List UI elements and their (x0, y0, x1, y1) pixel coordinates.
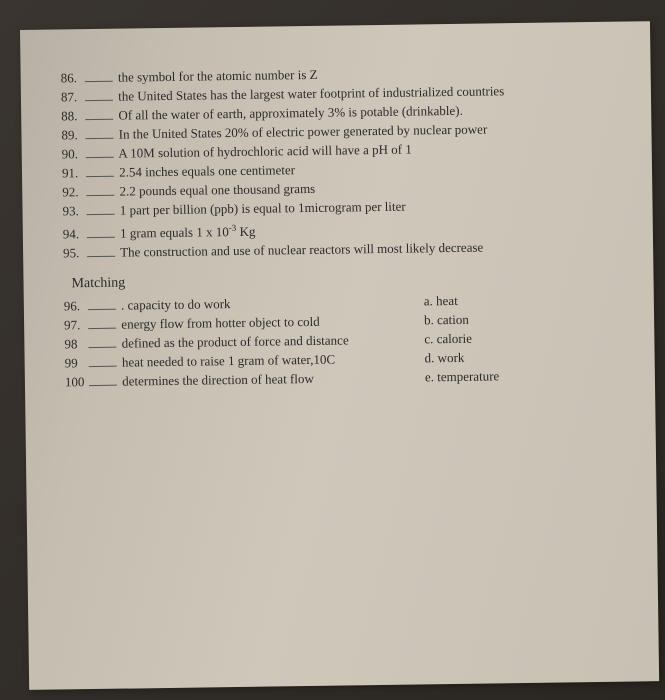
answer-blank[interactable] (85, 126, 113, 139)
item-number: 87. (61, 88, 83, 106)
option-text: calorie (437, 331, 473, 346)
option-letter: e. (425, 370, 434, 385)
answer-blank[interactable] (88, 335, 116, 348)
item-number: 88. (61, 107, 83, 125)
option-letter: c. (424, 332, 433, 347)
item-text: . capacity to do work (121, 296, 231, 313)
option-letter: a. (424, 294, 433, 309)
item-number: 89. (61, 126, 83, 144)
answer-blank[interactable] (85, 69, 113, 82)
item-number: 91. (62, 164, 84, 182)
answer-blank[interactable] (86, 164, 114, 177)
item-number: 100 (65, 372, 87, 391)
answer-blank[interactable] (87, 225, 115, 238)
answer-blank[interactable] (86, 202, 114, 215)
item-text: The construction and use of nuclear reac… (120, 240, 483, 260)
item-number: 94. (63, 225, 85, 243)
option-letter: d. (425, 351, 435, 366)
option-text: temperature (437, 369, 499, 385)
worksheet-paper: 86. the symbol for the atomic number is … (20, 21, 659, 690)
answer-blank[interactable] (89, 373, 117, 386)
item-number: 98 (64, 334, 86, 353)
option-text: heat (436, 293, 458, 308)
answer-blank[interactable] (88, 316, 116, 329)
answer-blank[interactable] (87, 244, 115, 257)
item-text: 1 gram equals 1 x 10-3 Kg (120, 224, 256, 241)
item-text: A 10M solution of hydrochloric acid will… (118, 142, 412, 161)
item-text: the United States has the largest water … (118, 83, 504, 103)
option-letter: b. (424, 313, 434, 328)
item-text: 2.2 pounds equal one thousand grams (119, 181, 315, 199)
item-text: Of all the water of earth, approximately… (118, 103, 463, 123)
item-number: 93. (62, 202, 84, 220)
item-number: 86. (61, 69, 83, 87)
item-text: 2.54 inches equals one centimeter (119, 162, 295, 179)
answer-blank[interactable] (85, 107, 113, 120)
item-number: 99 (65, 353, 87, 372)
answer-blank[interactable] (86, 183, 114, 196)
item-text: the symbol for the atomic number is Z (118, 67, 318, 85)
item-text: energy flow from hotter object to cold (121, 314, 320, 332)
item-text: 1 part per billion (ppb) is equal to 1mi… (120, 199, 406, 218)
option-text: work (438, 350, 465, 365)
match-right: e. temperature (425, 365, 645, 387)
item-number: 96. (64, 296, 86, 315)
answer-blank[interactable] (88, 297, 116, 310)
item-text: defined as the product of force and dist… (122, 333, 349, 351)
item-text: determines the direction of heat flow (122, 371, 314, 389)
item-number: 95. (63, 244, 85, 262)
answer-blank[interactable] (85, 88, 113, 101)
item-text: heat needed to raise 1 gram of water,10C (122, 352, 335, 370)
matching-section: 96. . capacity to do work a. heat 97. en… (64, 289, 645, 392)
true-false-section: 86. the symbol for the atomic number is … (61, 61, 644, 262)
item-number: 92. (62, 183, 84, 201)
item-number: 90. (62, 145, 84, 163)
option-text: cation (437, 312, 469, 327)
match-left: 100 determines the direction of heat flo… (65, 368, 425, 392)
item-text: In the United States 20% of electric pow… (119, 121, 488, 141)
item-number: 97. (64, 315, 86, 334)
answer-blank[interactable] (89, 354, 117, 367)
answer-blank[interactable] (86, 145, 114, 158)
